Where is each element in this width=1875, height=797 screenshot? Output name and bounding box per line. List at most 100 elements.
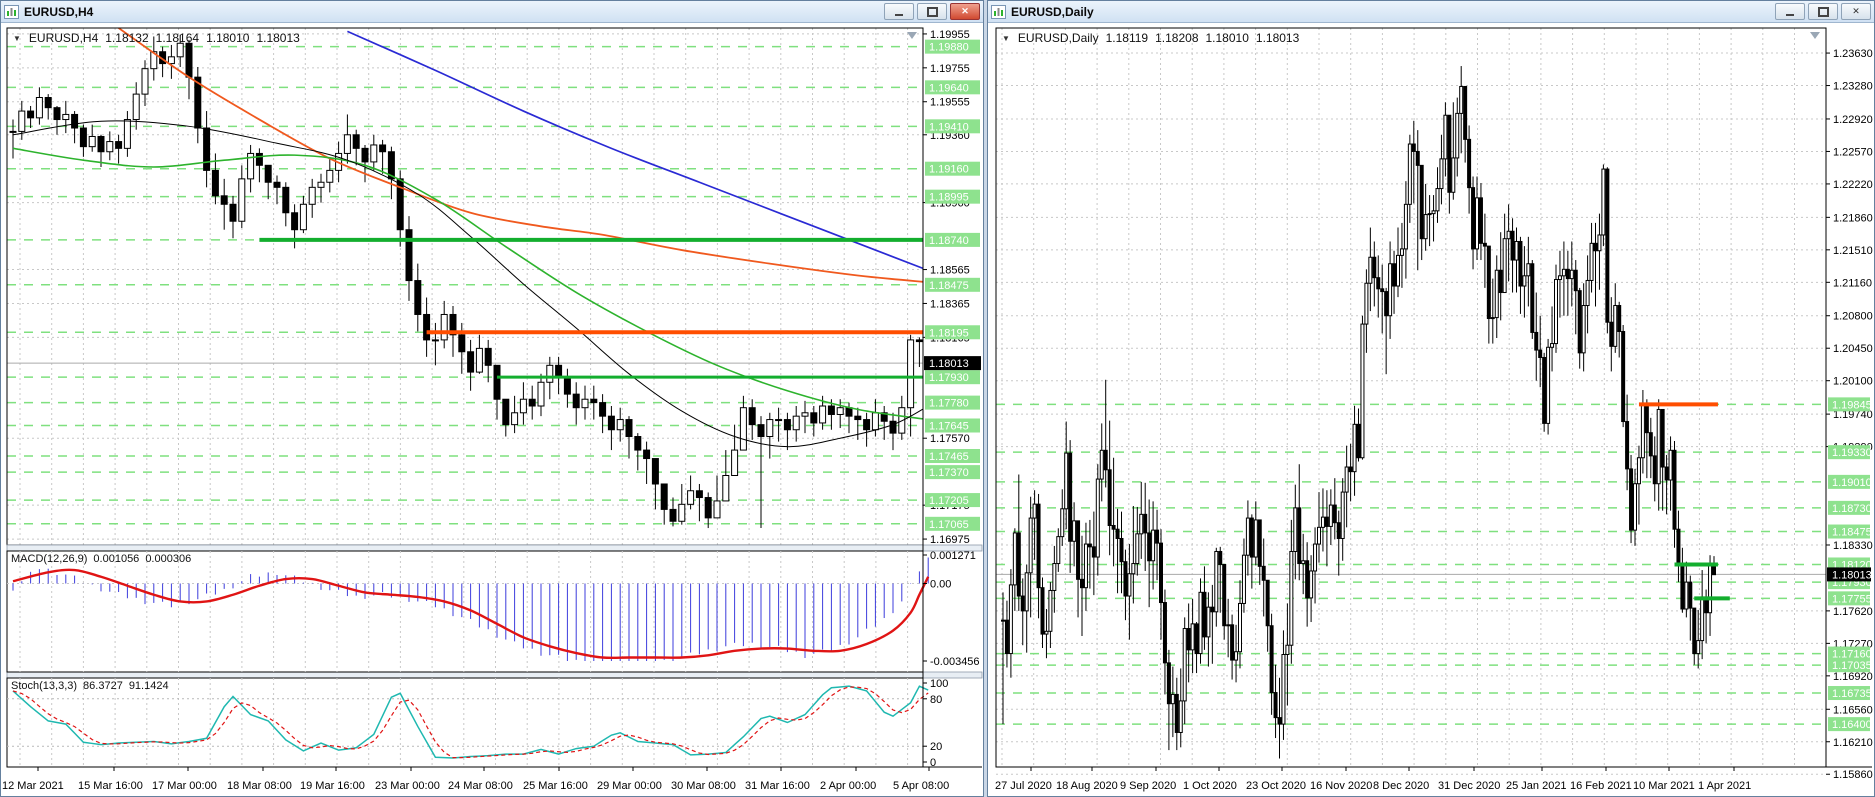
header-symbol: EURUSD,Daily — [1017, 31, 1099, 45]
svg-text:0.00: 0.00 — [930, 579, 951, 591]
price-level-badge — [1828, 524, 1870, 539]
svg-text:1.18365: 1.18365 — [930, 298, 970, 310]
header-high: 1.18164 — [155, 31, 200, 45]
scroll-marker-icon[interactable] — [1810, 32, 1820, 39]
svg-text:5 Apr 08:00: 5 Apr 08:00 — [893, 780, 949, 792]
price-level-badge — [925, 418, 980, 433]
price-level-badge — [1828, 658, 1870, 673]
svg-text:1.19555: 1.19555 — [930, 97, 970, 109]
current-price-badge — [1827, 567, 1871, 582]
price-level-badge — [925, 516, 980, 531]
svg-text:1.18730: 1.18730 — [1832, 503, 1872, 515]
chart-icon — [4, 4, 19, 19]
svg-text:1.19755: 1.19755 — [930, 63, 970, 75]
minimize-button[interactable] — [884, 3, 914, 20]
ma-green — [12, 147, 923, 420]
header-low: 1.18010 — [1205, 31, 1249, 45]
left-chart-plot[interactable] — [7, 28, 923, 767]
price-level-badge — [1828, 397, 1870, 412]
header-open: 1.18132 — [105, 31, 149, 45]
collapse-triangle-icon: ▼ — [1002, 33, 1010, 43]
svg-text:1.17160: 1.17160 — [1832, 649, 1872, 661]
chart-ohlc-header-h4[interactable]: ▼ EURUSD,H4 1.18132 1.18164 1.18010 1.18… — [13, 31, 300, 45]
svg-text:18 Mar 08:00: 18 Mar 08:00 — [227, 780, 292, 792]
svg-text:1.16210: 1.16210 — [1833, 737, 1873, 749]
svg-text:1.17780: 1.17780 — [929, 398, 969, 410]
svg-text:1.16400: 1.16400 — [1832, 719, 1872, 731]
macd-signal-line — [12, 568, 930, 660]
header-symbol: EURUSD,H4 — [28, 31, 99, 45]
price-level-badge — [1828, 500, 1870, 515]
current-price-badge — [924, 356, 981, 371]
svg-text:1.17205: 1.17205 — [929, 495, 969, 507]
svg-text:1.21160: 1.21160 — [1833, 277, 1872, 289]
svg-text:1.18995: 1.18995 — [929, 192, 969, 204]
chart-ohlc-header-daily[interactable]: ▼ EURUSD,Daily 1.18119 1.18208 1.18010 1… — [1002, 31, 1299, 45]
ma-slow-blue — [347, 30, 923, 270]
svg-text:1.18330: 1.18330 — [1833, 540, 1873, 552]
restore-button[interactable] — [917, 3, 947, 20]
titlebar-daily[interactable]: EURUSD,Daily ✕ — [988, 1, 1874, 23]
ma-orange — [118, 28, 923, 283]
stoch-d-value: 91.1424 — [128, 680, 169, 692]
svg-text:1.23280: 1.23280 — [1833, 81, 1873, 93]
svg-text:1.17930: 1.17930 — [929, 372, 969, 384]
svg-text:100: 100 — [930, 678, 948, 690]
stoch-name: Stoch(13,3,3) — [11, 680, 78, 692]
close-button[interactable]: ✕ — [950, 3, 980, 20]
minimize-button[interactable] — [1775, 3, 1805, 20]
svg-text:-0.003456: -0.003456 — [930, 656, 980, 668]
svg-text:8 Dec 2020: 8 Dec 2020 — [1373, 780, 1429, 792]
svg-text:1.19640: 1.19640 — [929, 82, 969, 94]
svg-text:1.19845: 1.19845 — [1832, 399, 1872, 411]
svg-text:19 Mar 16:00: 19 Mar 16:00 — [300, 780, 365, 792]
header-low: 1.18010 — [206, 31, 250, 45]
svg-text:1.22220: 1.22220 — [1833, 179, 1873, 191]
stoch-indicator-label[interactable]: Stoch(13,3,3) 86.3727 91.1424 — [11, 680, 169, 692]
svg-text:1.17645: 1.17645 — [929, 420, 969, 432]
svg-text:1.22920: 1.22920 — [1833, 114, 1873, 126]
svg-text:1.18475: 1.18475 — [929, 280, 969, 292]
svg-text:1.23630: 1.23630 — [1833, 48, 1873, 60]
svg-text:1.17370: 1.17370 — [929, 467, 969, 479]
EURUSD-Daily-chart: 1.23630 1.23280 1.22920 1.22570 1.22220 1.218… — [995, 27, 1873, 792]
svg-text:1.18013: 1.18013 — [1832, 569, 1872, 581]
macd-indicator-label[interactable]: MACD(12,26,9) 0.001056 0.000306 — [11, 553, 191, 565]
macd-main-value: 0.001056 — [93, 553, 140, 565]
candles-layer — [9, 34, 923, 529]
svg-text:23 Oct 2020: 23 Oct 2020 — [1246, 780, 1306, 792]
svg-text:1.21860: 1.21860 — [1833, 212, 1873, 224]
close-button[interactable]: ✕ — [1841, 3, 1871, 20]
svg-text:1.17465: 1.17465 — [929, 451, 969, 463]
svg-text:1.18565: 1.18565 — [930, 265, 970, 277]
svg-text:30 Mar 08:00: 30 Mar 08:00 — [671, 780, 736, 792]
stoch-k-value: 86.3727 — [83, 680, 123, 692]
price-level-badge — [925, 161, 980, 176]
svg-text:0.001271: 0.001271 — [930, 550, 976, 562]
scroll-marker-icon[interactable] — [907, 32, 917, 39]
price-level-badge — [1828, 686, 1870, 701]
price-level-badge — [925, 465, 980, 480]
svg-text:1.19330: 1.19330 — [1832, 447, 1872, 459]
svg-text:1.18475: 1.18475 — [1832, 527, 1872, 539]
svg-text:31 Dec 2020: 31 Dec 2020 — [1438, 780, 1500, 792]
svg-text:15 Mar 16:00: 15 Mar 16:00 — [78, 780, 143, 792]
header-open: 1.18119 — [1105, 31, 1149, 45]
titlebar-h4[interactable]: EURUSD,H4 ✕ — [1, 1, 983, 23]
svg-text:16 Feb 2021: 16 Feb 2021 — [1570, 780, 1632, 792]
price-level-badge — [925, 39, 980, 54]
svg-text:0: 0 — [930, 757, 936, 769]
right-chart-plot[interactable] — [996, 28, 1826, 767]
svg-text:1.16920: 1.16920 — [1833, 671, 1873, 683]
svg-text:1.17620: 1.17620 — [1833, 606, 1873, 618]
price-level-badge — [1828, 591, 1870, 606]
header-high: 1.18208 — [1155, 31, 1199, 45]
svg-text:1 Apr 2021: 1 Apr 2021 — [1698, 780, 1751, 792]
svg-text:24 Mar 08:00: 24 Mar 08:00 — [448, 780, 513, 792]
price-level-badge — [1828, 474, 1870, 489]
restore-button[interactable] — [1808, 3, 1838, 20]
svg-text:25 Mar 16:00: 25 Mar 16:00 — [523, 780, 588, 792]
svg-text:1.17755: 1.17755 — [1832, 593, 1872, 605]
